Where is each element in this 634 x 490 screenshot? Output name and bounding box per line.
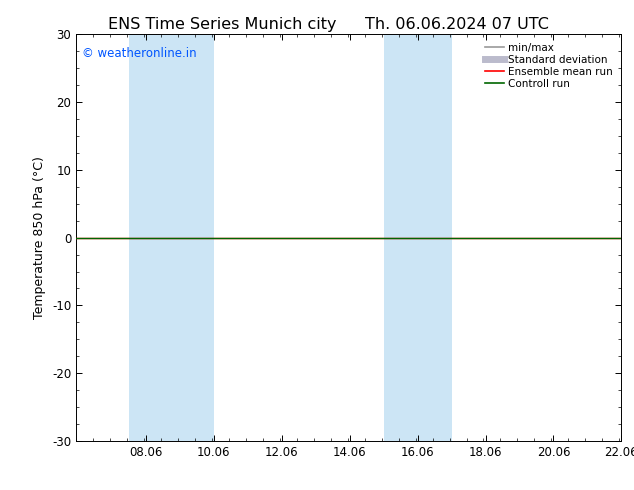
Bar: [384, 34, 451, 441]
Bar: [129, 34, 214, 441]
Legend: min/max, Standard deviation, Ensemble mean run, Controll run: min/max, Standard deviation, Ensemble me…: [482, 40, 616, 92]
Text: Th. 06.06.2024 07 UTC: Th. 06.06.2024 07 UTC: [365, 17, 548, 32]
Text: ENS Time Series Munich city: ENS Time Series Munich city: [108, 17, 336, 32]
Y-axis label: Temperature 850 hPa (°C): Temperature 850 hPa (°C): [34, 156, 46, 319]
Text: © weatheronline.in: © weatheronline.in: [82, 47, 196, 59]
